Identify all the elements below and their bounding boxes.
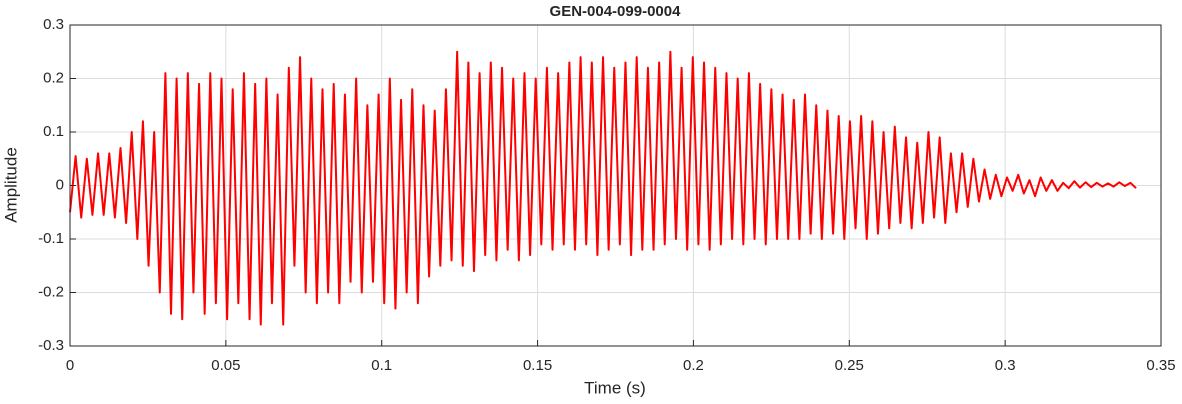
x-tick-label: 0.3 — [995, 357, 1016, 374]
y-tick-label: -0.1 — [38, 230, 64, 247]
x-tick-label: 0.2 — [683, 357, 704, 374]
x-tick-label: 0 — [66, 357, 74, 374]
y-tick-label: -0.2 — [38, 283, 64, 300]
x-axis-label: Time (s) — [584, 378, 646, 397]
y-tick-label: 0.2 — [43, 69, 64, 86]
x-tick-label: 0.35 — [1146, 357, 1175, 374]
y-tick-label: -0.3 — [38, 337, 64, 354]
waveform-line — [69, 50, 1137, 326]
y-tick-label: 0.3 — [43, 16, 64, 33]
chart-title: GEN-004-099-0004 — [550, 3, 682, 20]
x-tick-label: 0.25 — [835, 357, 864, 374]
x-tick-label: 0.1 — [371, 357, 392, 374]
y-axis-label: Amplitude — [1, 147, 20, 223]
x-tick-label: 0.05 — [211, 357, 240, 374]
y-tick-label: 0.1 — [43, 123, 64, 140]
y-tick-label: 0 — [56, 176, 64, 193]
x-tick-label: 0.15 — [523, 357, 552, 374]
